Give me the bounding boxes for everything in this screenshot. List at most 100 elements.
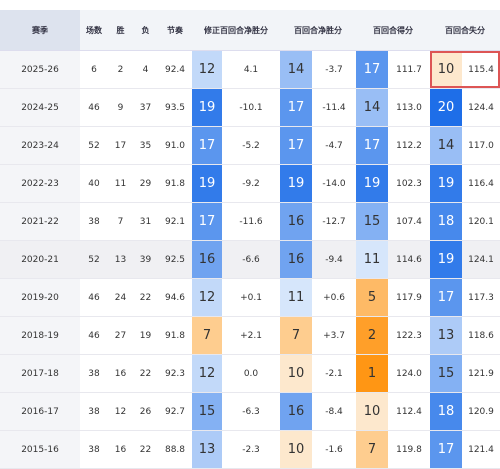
- value-cell: 91.8: [158, 164, 192, 203]
- value-cell: 17: [108, 126, 133, 165]
- value-cell: 118.6: [462, 316, 500, 355]
- stats-page: 赛季 场数胜负节奏 修正百回合净胜分 百回合净胜分 百回合得分 百回合失分 2025-26…: [0, 10, 500, 469]
- value-cell: 107.4: [388, 202, 430, 241]
- value-cell: 27: [108, 316, 133, 355]
- value-cell: 121.9: [462, 354, 500, 393]
- rank-cell: 17: [430, 430, 462, 469]
- rank-cell: 10: [280, 430, 312, 469]
- column-header: 负: [133, 10, 158, 51]
- rank-cell: 12: [192, 50, 222, 89]
- value-cell: -5.2: [222, 126, 280, 165]
- value-cell: -1.6: [312, 430, 356, 469]
- value-cell: 19: [133, 316, 158, 355]
- rank-cell: 20: [430, 88, 462, 127]
- value-cell: -9.4: [312, 240, 356, 279]
- rank-cell: 10: [280, 354, 312, 393]
- value-cell: 22: [133, 278, 158, 317]
- value-cell: -11.6: [222, 202, 280, 241]
- rank-cell: 18: [430, 392, 462, 431]
- rank-cell: 16: [280, 202, 312, 241]
- rank-cell: 19: [192, 164, 222, 203]
- season-row: 2022-23 40 11 29 91.8 19 -9.2 19 -14.0 19 102.3 19 1…: [0, 164, 500, 203]
- value-cell: 16: [108, 430, 133, 469]
- value-cell: 88.8: [158, 430, 192, 469]
- rank-cell: 14: [430, 126, 462, 165]
- rank-cell: 7: [280, 316, 312, 355]
- value-cell: +3.7: [312, 316, 356, 355]
- rank-cell: 19: [430, 240, 462, 279]
- value-cell: -11.4: [312, 88, 356, 127]
- value-cell: 102.3: [388, 164, 430, 203]
- rank-cell: 17: [192, 202, 222, 241]
- table-body: 2025-26 6 2 4 92.4 12 4.1 14 -3.7 17 111.7 10 115.4 2…: [0, 50, 500, 469]
- season-cell: 2018-19: [0, 316, 80, 355]
- value-cell: 22: [133, 430, 158, 469]
- value-cell: 124.1: [462, 240, 500, 279]
- value-cell: 93.5: [158, 88, 192, 127]
- season-cell: 2015-16: [0, 430, 80, 469]
- value-cell: 116.4: [462, 164, 500, 203]
- value-cell: 120.1: [462, 202, 500, 241]
- value-cell: 38: [80, 202, 108, 241]
- value-cell: 38: [80, 430, 108, 469]
- value-cell: 0.0: [222, 354, 280, 393]
- stats-table: 赛季 场数胜负节奏 修正百回合净胜分 百回合净胜分 百回合得分 百回合失分 2025-26…: [0, 10, 500, 469]
- value-cell: -2.3: [222, 430, 280, 469]
- value-cell: 6: [80, 50, 108, 89]
- season-cell: 2016-17: [0, 392, 80, 431]
- rank-cell: 16: [280, 240, 312, 279]
- rank-cell: 11: [356, 240, 388, 279]
- value-cell: 29: [133, 164, 158, 203]
- rank-cell: 10: [356, 392, 388, 431]
- value-cell: 52: [80, 126, 108, 165]
- value-cell: 22: [133, 354, 158, 393]
- rank-cell: 12: [192, 354, 222, 393]
- value-cell: 124.4: [462, 88, 500, 127]
- rank-cell: 16: [192, 240, 222, 279]
- value-cell: 46: [80, 278, 108, 317]
- value-cell: -2.1: [312, 354, 356, 393]
- value-cell: 38: [80, 392, 108, 431]
- value-cell: 121.4: [462, 430, 500, 469]
- column-header: 百回合失分: [430, 10, 500, 51]
- value-cell: -6.3: [222, 392, 280, 431]
- rank-cell: 15: [192, 392, 222, 431]
- season-cell: 2017-18: [0, 354, 80, 393]
- column-header: 修正百回合净胜分: [192, 10, 280, 51]
- value-cell: 119.8: [388, 430, 430, 469]
- season-row: 2024-25 46 9 37 93.5 19 -10.1 17 -11.4 14 113.0 20 1…: [0, 88, 500, 127]
- value-cell: 26: [133, 392, 158, 431]
- rank-cell: 17: [280, 88, 312, 127]
- value-cell: 113.0: [388, 88, 430, 127]
- rank-cell: 18: [430, 202, 462, 241]
- season-row: 2019-20 46 24 22 94.6 12 +0.1 11 +0.6 5 117.9 17 117…: [0, 278, 500, 317]
- value-cell: 92.5: [158, 240, 192, 279]
- value-cell: 11: [108, 164, 133, 203]
- rank-cell: 2: [356, 316, 388, 355]
- value-cell: 38: [80, 354, 108, 393]
- value-cell: +0.6: [312, 278, 356, 317]
- value-cell: 91.0: [158, 126, 192, 165]
- rank-cell: 19: [430, 164, 462, 203]
- value-cell: -12.7: [312, 202, 356, 241]
- column-header: 百回合净胜分: [280, 10, 356, 51]
- rank-cell: 11: [280, 278, 312, 317]
- value-cell: 24: [108, 278, 133, 317]
- rank-cell: 13: [430, 316, 462, 355]
- header-row: 赛季 场数胜负节奏 修正百回合净胜分 百回合净胜分 百回合得分 百回合失分: [0, 10, 500, 51]
- value-cell: 117.9: [388, 278, 430, 317]
- column-header: 赛季: [0, 10, 80, 51]
- value-cell: 122.3: [388, 316, 430, 355]
- rank-cell: 19: [192, 88, 222, 127]
- season-row: 2017-18 38 16 22 92.3 12 0.0 10 -2.1 1 124.0 15 121.…: [0, 354, 500, 393]
- value-cell: 16: [108, 354, 133, 393]
- value-cell: 111.7: [388, 50, 430, 89]
- rank-cell: 17: [192, 126, 222, 165]
- rank-cell: 16: [280, 392, 312, 431]
- rank-cell: 10: [430, 50, 462, 89]
- season-cell: 2025-26: [0, 50, 80, 89]
- value-cell: 115.4: [462, 50, 500, 89]
- season-row: 2021-22 38 7 31 92.1 17 -11.6 16 -12.7 15 107.4 18 1…: [0, 202, 500, 241]
- rank-cell: 19: [280, 164, 312, 203]
- column-header: 节奏: [158, 10, 192, 51]
